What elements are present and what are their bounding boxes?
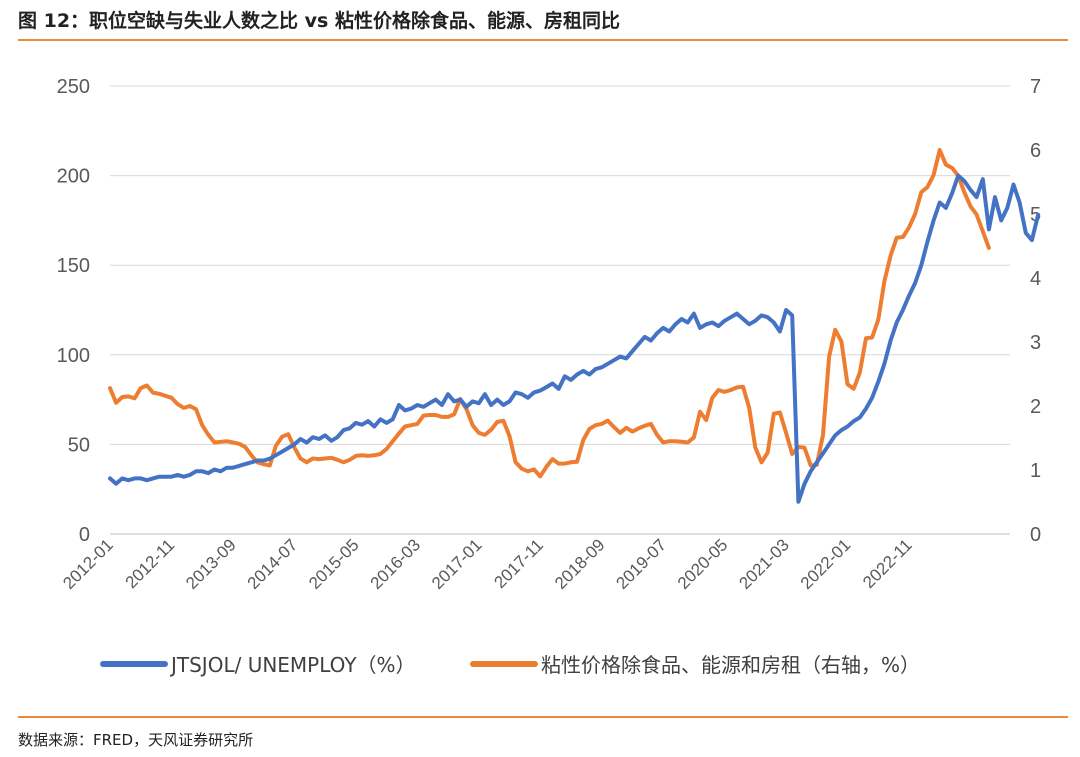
right-axis-ticks: 0 1 2 3 4 5 6 7 xyxy=(1030,76,1041,546)
x-tick-label: 2021-03 xyxy=(735,535,793,593)
right-tick-label: 3 xyxy=(1030,332,1041,354)
x-tick-label: 2012-11 xyxy=(122,535,179,592)
x-tick-label: 2017-01 xyxy=(428,535,486,593)
x-tick-label: 2018-09 xyxy=(551,535,609,593)
right-tick-label: 0 xyxy=(1030,524,1041,546)
x-tick-label: 2015-05 xyxy=(305,535,363,593)
header-rule xyxy=(18,39,1068,41)
x-tick: 2013-09 xyxy=(182,535,240,593)
left-tick-label: 0 xyxy=(79,524,90,546)
chart-title: 图 12：职位空缺与失业人数之比 vs 粘性价格除食品、能源、房租同比 xyxy=(18,10,620,32)
source-note: 数据来源：FRED，天风证券研究所 xyxy=(18,731,254,749)
left-tick-label: 100 xyxy=(57,345,90,367)
x-tick: 2014-07 xyxy=(244,535,302,593)
x-tick-label: 2017-11 xyxy=(490,535,547,592)
left-axis-ticks: 0 50 100 150 200 250 xyxy=(57,76,90,546)
x-tick: 2015-05 xyxy=(305,535,363,593)
x-tick: 2022-01 xyxy=(797,535,855,593)
gridlines xyxy=(110,85,1010,535)
x-tick: 2017-11 xyxy=(490,535,547,592)
right-tick-label: 4 xyxy=(1030,268,1041,290)
x-tick-label: 2022-11 xyxy=(859,535,916,592)
left-tick-label: 250 xyxy=(57,76,90,98)
x-tick: 2018-09 xyxy=(551,535,609,593)
right-tick-label: 6 xyxy=(1030,140,1041,162)
footer-rule xyxy=(18,716,1068,718)
x-tick-label: 2016-03 xyxy=(367,535,425,593)
right-tick-label: 7 xyxy=(1030,76,1041,98)
x-axis-ticks: 2012-01 2012-11 2013-09 2014-07 2015-05 2016-… xyxy=(59,535,916,593)
x-tick-label: 2014-07 xyxy=(244,535,302,593)
x-tick: 2012-11 xyxy=(122,535,179,592)
right-tick-label: 2 xyxy=(1030,396,1041,418)
x-tick-label: 2019-07 xyxy=(612,535,670,593)
series-line-jtsjol xyxy=(108,173,1041,504)
legend-label-sticky-price: 粘性价格除食品、能源和房租（右轴，%） xyxy=(541,653,920,677)
legend: JTSJOL/ UNEMPLOY（%） 粘性价格除食品、能源和房租（右轴，%） xyxy=(100,653,920,677)
x-tick: 2019-07 xyxy=(612,535,670,593)
x-tick: 2020-05 xyxy=(674,535,732,593)
x-tick-label: 2020-05 xyxy=(674,535,732,593)
left-tick-label: 50 xyxy=(68,434,90,456)
legend-label-jtsjol: JTSJOL/ UNEMPLOY（%） xyxy=(169,653,416,677)
x-tick: 2017-01 xyxy=(428,535,486,593)
x-tick: 2021-03 xyxy=(735,535,793,593)
right-tick-label: 5 xyxy=(1030,204,1041,226)
x-tick-label: 2013-09 xyxy=(182,535,240,593)
left-tick-label: 200 xyxy=(57,166,90,188)
left-tick-label: 150 xyxy=(57,255,90,277)
x-tick: 2016-03 xyxy=(367,535,425,593)
x-tick-label: 2022-01 xyxy=(797,535,855,593)
right-tick-label: 1 xyxy=(1030,460,1041,482)
series-line-sticky-price xyxy=(108,148,991,479)
x-tick: 2022-11 xyxy=(859,535,916,592)
series-lines xyxy=(108,148,1041,504)
